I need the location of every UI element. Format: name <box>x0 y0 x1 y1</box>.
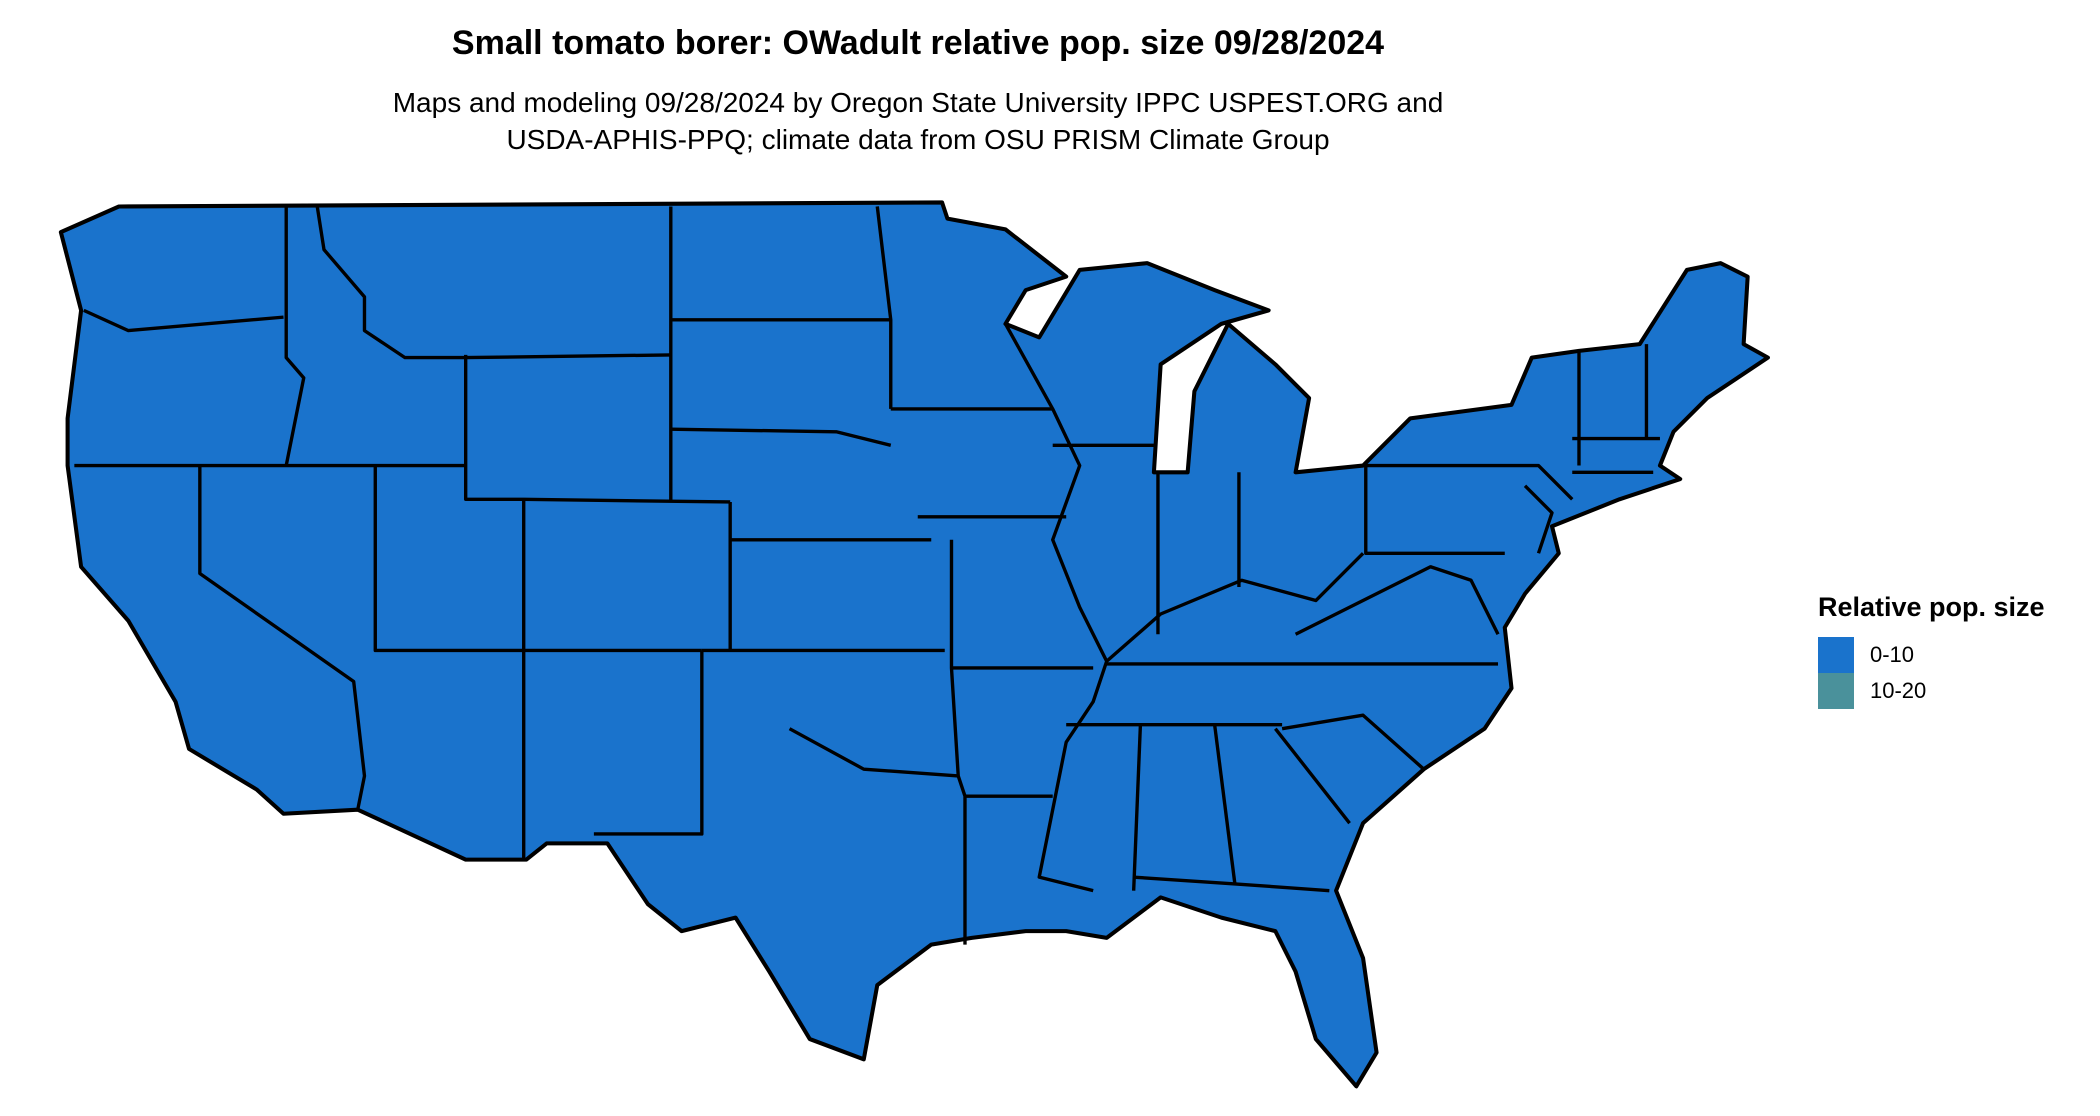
map-subtitle: Maps and modeling 09/28/2024 by Oregon S… <box>0 84 1836 158</box>
legend-swatch <box>1818 637 1854 673</box>
us-outline <box>58 200 1770 1089</box>
subtitle-line-2: USDA-APHIS-PPQ; climate data from OSU PR… <box>506 124 1330 155</box>
legend-label: 10-20 <box>1870 678 1927 703</box>
legend-item: 10-20 <box>1818 673 2045 709</box>
legend-swatch <box>1818 673 1854 709</box>
legend-title: Relative pop. size <box>1818 592 2045 622</box>
subtitle-line-1: Maps and modeling 09/28/2024 by Oregon S… <box>392 87 1444 118</box>
legend-label: 0-10 <box>1870 642 1915 667</box>
state-borders <box>74 206 1660 945</box>
legend-item: 0-10 <box>1818 637 2045 673</box>
map-title: Small tomato borer: OWadult relative pop… <box>451 24 1385 62</box>
legend: Relative pop. size 0-10 10-20 <box>1818 592 2045 709</box>
